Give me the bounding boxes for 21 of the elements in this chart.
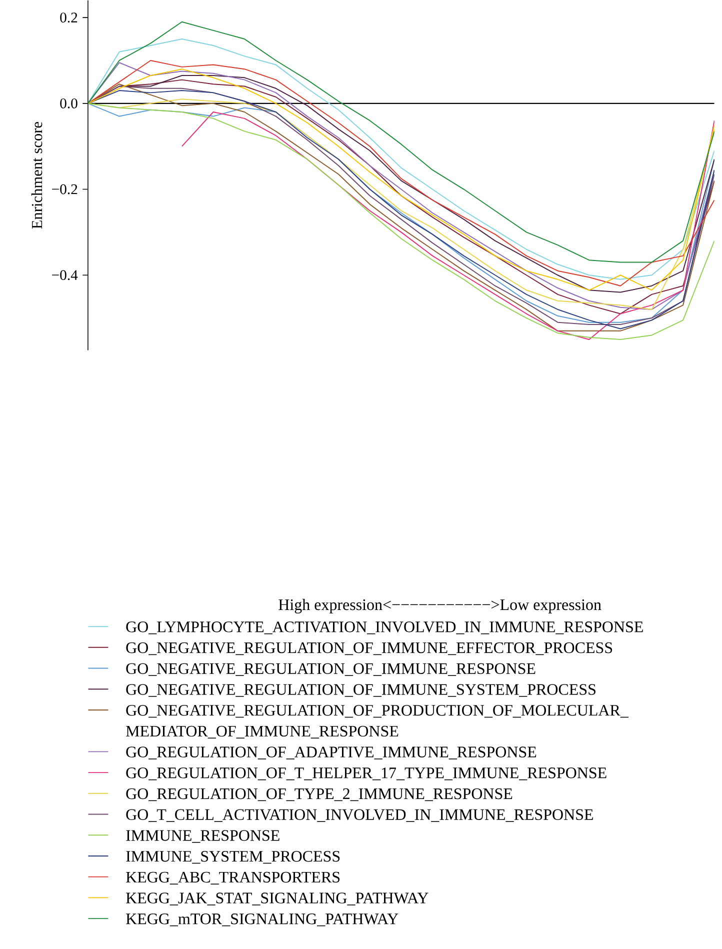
text: High expression<−−−−−−−−−−−>Low expression bbox=[278, 598, 602, 614]
legend-label: GO_T_CELL_ACTIVATION_INVOLVED_IN_IMMUNE_RESPONSE bbox=[126, 809, 594, 822]
legend-label: KEGG_JAK_STAT_SIGNALING_PATHWAY bbox=[126, 892, 428, 906]
legend-label: IMMUNE_SYSTEM_PROCESS bbox=[126, 850, 340, 864]
legend-label: GO_NEGATIVE_REGULATION_OF_IMMUNE_SYSTEM_PROCESS bbox=[126, 684, 596, 697]
legend-label: GO_REGULATION_OF_ADAPTIVE_IMMUNE_RESPONSE bbox=[126, 746, 536, 760]
legend-label: GO_REGULATION_OF_T_HELPER_17_TYPE_IMMUNE_RESPONSE bbox=[126, 768, 606, 780]
y-axis-title: Enrichment score bbox=[32, 122, 42, 229]
legend-label: GO_NEGATIVE_REGULATION_OF_PRODUCTION_OF_MOLECULAR_MEDIATOR_OF_IMMUNE_RESPONSE bbox=[126, 704, 629, 738]
legend-label: KEGG_ABC_TRANSPORTERS bbox=[126, 872, 340, 884]
y-tick-label: 0.2 bbox=[60, 12, 78, 23]
y-tick-label: 0.0 bbox=[60, 98, 78, 108]
legend-label: IMMUNE_RESPONSE bbox=[126, 830, 280, 843]
legend-label: GO_NEGATIVE_REGULATION_OF_IMMUNE_EFFECTOR_PROCESS bbox=[126, 642, 612, 656]
line-series bbox=[182, 112, 715, 340]
y-tick-label: −0.4 bbox=[52, 270, 78, 280]
legend-label: GO_LYMPHOCYTE_ACTIVATION_INVOLVED_IN_IMMUNE_RESPONSE bbox=[126, 622, 644, 634]
legend-label: GO_REGULATION_OF_TYPE_2_IMMUNE_RESPONSE bbox=[126, 788, 512, 802]
y-tick-label: −0.2 bbox=[52, 184, 78, 194]
legend-label: KEGG_mTOR_SIGNALING_PATHWAY bbox=[126, 914, 398, 926]
legend-label: GO_NEGATIVE_REGULATION_OF_IMMUNE_RESPONSE bbox=[126, 663, 536, 676]
